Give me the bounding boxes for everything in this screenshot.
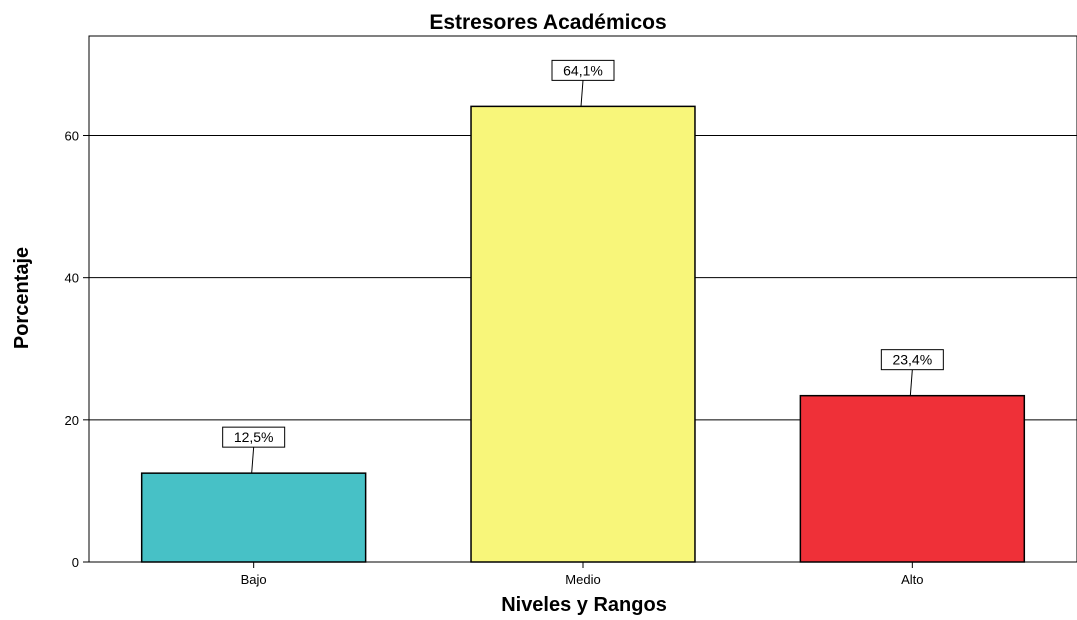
- bar-bajo: [140, 472, 367, 563]
- y-tick-label: 60: [65, 129, 79, 144]
- x-tick-label: Medio: [565, 572, 600, 587]
- data-label: 23,4%: [892, 352, 932, 368]
- bar-alto: [799, 394, 1026, 563]
- y-axis: 0 20 40 60: [65, 129, 89, 570]
- data-label-box: [880, 349, 944, 371]
- plot-frame: [88, 35, 1077, 563]
- data-label-leader: [580, 80, 584, 107]
- data-label-box: [222, 426, 286, 448]
- x-axis-label: Niveles y Rangos: [501, 594, 667, 616]
- data-labels: 12,5% 64,1% 23,4%: [222, 59, 944, 474]
- x-tick-label: Bajo: [241, 572, 267, 587]
- y-tick-label: 40: [65, 271, 79, 286]
- data-label-box: [551, 59, 615, 81]
- x-axis: Bajo Medio Alto: [241, 562, 924, 587]
- chart-title: Estresores Académicos: [429, 11, 666, 34]
- y-axis-label: Porcentaje: [11, 247, 33, 349]
- y-tick-label: 20: [65, 413, 79, 428]
- y-tick-label: 0: [72, 555, 79, 570]
- data-label-leader: [251, 447, 255, 474]
- bar-medio: [470, 105, 696, 563]
- bars: [140, 105, 1026, 563]
- data-label: 12,5%: [234, 429, 274, 445]
- data-label: 64,1%: [563, 62, 603, 78]
- x-tick-label: Alto: [901, 572, 923, 587]
- data-label-leader: [909, 369, 913, 396]
